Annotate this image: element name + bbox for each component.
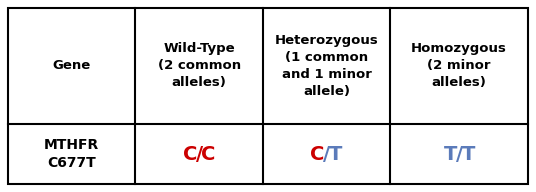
Text: T: T — [461, 145, 475, 164]
Text: Heterozygous
(1 common
and 1 minor
allele): Heterozygous (1 common and 1 minor allel… — [274, 34, 378, 98]
Text: T: T — [443, 145, 457, 164]
Text: /: / — [196, 145, 203, 164]
Text: /: / — [323, 145, 330, 164]
Text: MTHFR
C677T: MTHFR C677T — [44, 138, 99, 170]
Text: C: C — [183, 145, 197, 164]
Text: Gene: Gene — [53, 60, 91, 72]
Text: Homozygous
(2 minor
alleles): Homozygous (2 minor alleles) — [411, 42, 507, 89]
Text: /: / — [456, 145, 463, 164]
Text: Wild-Type
(2 common
alleles): Wild-Type (2 common alleles) — [158, 42, 241, 89]
Text: T: T — [329, 145, 342, 164]
Text: C: C — [201, 145, 215, 164]
Text: C: C — [310, 145, 325, 164]
